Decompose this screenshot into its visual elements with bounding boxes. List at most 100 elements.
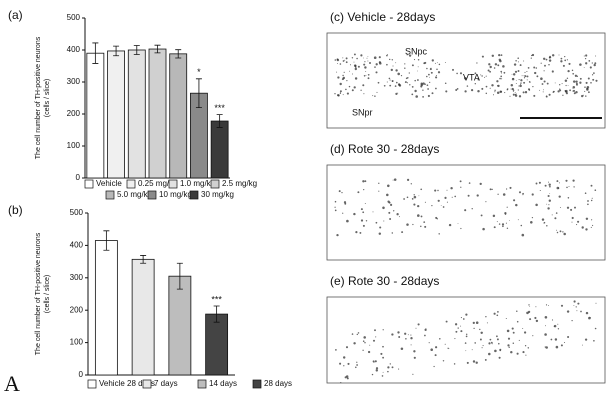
tissue-speckle — [435, 88, 437, 90]
tissue-speckle — [540, 190, 541, 191]
tissue-speckle — [369, 62, 371, 64]
tissue-speckle — [576, 306, 577, 307]
significance-mark: *** — [214, 103, 225, 113]
tissue-speckle — [343, 356, 345, 358]
tissue-speckle — [355, 367, 357, 369]
tissue-speckle — [420, 188, 422, 190]
tissue-speckle — [574, 92, 576, 94]
tissue-speckle — [386, 55, 388, 57]
tissue-speckle — [469, 182, 471, 184]
tissue-speckle — [419, 195, 420, 196]
tissue-speckle — [573, 305, 574, 306]
tissue-speckle — [473, 322, 475, 324]
tissue-speckle — [508, 338, 510, 340]
tissue-speckle — [585, 338, 587, 340]
tissue-speckle — [468, 195, 470, 197]
tissue-speckle — [407, 77, 409, 79]
tissue-speckle — [452, 69, 454, 71]
tissue-speckle — [560, 207, 561, 208]
tissue-speckle — [404, 333, 406, 335]
tissue-speckle — [545, 316, 548, 319]
tissue-speckle — [509, 220, 510, 221]
tissue-speckle — [363, 336, 366, 339]
tissue-speckle — [467, 362, 469, 364]
tissue-speckle — [335, 201, 337, 203]
tissue-speckle — [515, 71, 517, 73]
y-tick-label: 200 — [70, 305, 84, 314]
tissue-speckle — [518, 61, 519, 62]
tissue-speckle — [561, 58, 563, 60]
tissue-speckle — [499, 223, 500, 224]
tissue-speckle — [395, 93, 397, 95]
tissue-speckle — [584, 55, 585, 56]
tissue-speckle — [374, 95, 376, 97]
tissue-speckle — [544, 65, 546, 67]
legend-swatch — [190, 191, 198, 199]
tissue-speckle — [497, 311, 499, 313]
tissue-speckle — [363, 64, 365, 66]
region-label: SNpc — [405, 46, 428, 56]
tissue-speckle — [565, 90, 567, 92]
tissue-speckle — [528, 304, 529, 305]
tissue-speckle — [560, 230, 562, 232]
tissue-speckle — [486, 86, 488, 88]
tissue-speckle — [379, 232, 381, 234]
tissue-speckle — [424, 226, 426, 228]
bar — [169, 276, 191, 375]
y-tick-label: 0 — [76, 173, 81, 182]
tissue-speckle — [391, 69, 393, 71]
tissue-speckle — [596, 303, 597, 304]
tissue-speckle — [522, 193, 524, 195]
tissue-speckle — [477, 90, 479, 92]
tissue-speckle — [458, 223, 459, 224]
tissue-speckle — [337, 59, 339, 61]
tissue-speckle — [412, 198, 414, 200]
tissue-speckle — [557, 187, 560, 190]
tissue-speckle — [548, 204, 549, 205]
y-tick-label: 300 — [70, 273, 84, 282]
tissue-speckle — [423, 62, 425, 64]
tissue-speckle — [577, 221, 579, 223]
tissue-speckle — [593, 72, 595, 74]
tissue-speckle — [512, 328, 514, 330]
tissue-speckle — [502, 65, 505, 68]
tissue-speckle — [594, 62, 596, 64]
tissue-speckle — [352, 57, 353, 58]
tissue-speckle — [383, 372, 384, 373]
tissue-speckle — [401, 347, 404, 350]
panel-title: (e) Rote 30 - 28days — [330, 274, 439, 288]
tissue-speckle — [395, 62, 396, 63]
tissue-speckle — [559, 182, 560, 183]
tissue-speckle — [539, 182, 541, 184]
tissue-speckle — [520, 64, 522, 66]
tissue-speckle — [347, 377, 349, 379]
tissue-speckle — [355, 231, 357, 233]
tissue-speckle — [398, 84, 400, 86]
tissue-speckle — [567, 70, 569, 72]
tissue-speckle — [334, 207, 335, 208]
tissue-speckle — [539, 90, 540, 91]
tissue-speckle — [511, 84, 513, 86]
tissue-speckle — [519, 95, 521, 97]
tissue-speckle — [560, 60, 562, 62]
tissue-speckle — [497, 85, 499, 87]
tissue-speckle — [342, 75, 343, 76]
tissue-speckle — [423, 221, 425, 223]
tissue-speckle — [342, 57, 343, 58]
tissue-speckle — [524, 77, 525, 78]
tissue-speckle — [482, 228, 485, 231]
y-tick-label: 500 — [70, 208, 84, 217]
tissue-speckle — [509, 187, 511, 189]
tissue-speckle — [364, 180, 366, 182]
tissue-speckle — [427, 88, 429, 90]
y-tick-label: 500 — [67, 13, 81, 22]
tissue-speckle — [337, 94, 339, 96]
tissue-speckle — [397, 93, 398, 94]
tissue-speckle — [465, 350, 466, 351]
tissue-speckle — [340, 90, 342, 92]
tissue-speckle — [552, 54, 554, 56]
tissue-speckle — [567, 207, 569, 209]
tissue-speckle — [438, 71, 440, 73]
tissue-speckle — [549, 186, 551, 188]
tissue-speckle — [388, 212, 390, 214]
